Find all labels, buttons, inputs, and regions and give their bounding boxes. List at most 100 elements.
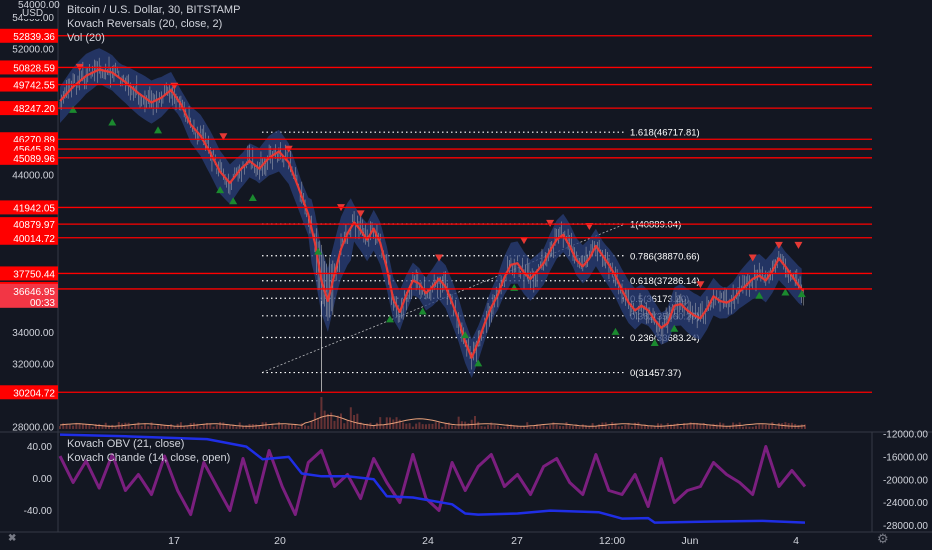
volume-bar [290, 424, 293, 429]
volume-bar [379, 417, 382, 429]
level-price-label: 46270.89 [13, 135, 55, 146]
top-price-label: 54000.00 [18, 0, 60, 11]
volume-bar [326, 413, 329, 429]
volume-bar [771, 422, 774, 429]
volume-bar [333, 420, 336, 429]
volume-bar [408, 423, 411, 429]
volume-bar [59, 426, 61, 429]
price-tick-label: 28000.00 [12, 423, 54, 434]
volume-bar [526, 422, 529, 429]
indicator-chande-label[interactable]: Kovach Chande (14, close, open) [67, 452, 231, 464]
volume-bar [215, 424, 218, 429]
buy-signal-arrow [216, 186, 225, 194]
volume-bar [500, 426, 503, 429]
volume-bar [359, 422, 362, 429]
reversal-signals [69, 63, 806, 367]
volume-bar [310, 421, 313, 429]
buy-signal-arrow [69, 105, 78, 113]
time-tick-label: 20 [274, 535, 286, 547]
lower-panel-legend: Kovach OBV (21, close) Kovach Chande (14… [67, 437, 230, 465]
volume-bar [751, 426, 754, 429]
indicator-volume-label[interactable]: Vol (20) [67, 32, 105, 44]
buy-signal-arrow [797, 290, 806, 298]
level-price-label: 30204.72 [13, 388, 55, 399]
volume-bar [124, 422, 127, 429]
tradingview-logo[interactable]: ✖ [8, 533, 17, 544]
obv-tick-label: -16000.00 [883, 452, 928, 463]
current-price-tag [0, 283, 58, 308]
volume-bar [643, 424, 646, 429]
indicator-obv-label[interactable]: Kovach OBV (21, close) [67, 438, 185, 450]
volume-bar [228, 425, 231, 429]
volume-bar [294, 424, 297, 429]
volume-bar [768, 424, 771, 429]
volume-bar [572, 426, 575, 429]
volume-bar [451, 425, 454, 429]
sell-signal-arrow [546, 219, 555, 227]
volume-bar [532, 425, 535, 429]
volume-bar [421, 424, 424, 429]
volume-bar [650, 425, 653, 429]
level-price-tag [0, 230, 58, 245]
volume-bar [94, 424, 97, 429]
volume-bar [516, 425, 519, 429]
gear-icon[interactable]: ⚙ [877, 531, 889, 546]
obv-tick-label: -24000.00 [883, 498, 928, 509]
volume-bar [444, 422, 447, 429]
volume-bar [503, 426, 506, 429]
buy-signal-arrow [108, 118, 117, 126]
buy-signal-arrow [755, 291, 764, 299]
volume-bar [405, 423, 408, 429]
volume-bar [588, 426, 591, 429]
indicator-reversals-label[interactable]: Kovach Reversals (20, close, 2) [67, 18, 223, 30]
volume-bar [800, 424, 803, 429]
volume-bar [578, 426, 581, 429]
volume-bar [225, 424, 228, 429]
volume-bar [519, 426, 522, 429]
volume-bar [617, 426, 620, 429]
level-price-tag [0, 28, 58, 43]
buy-signal-arrow [386, 315, 395, 323]
volume-bar [581, 424, 584, 429]
volume-bar [513, 425, 516, 429]
level-price-label: 41942.05 [13, 203, 55, 214]
volume-bar [764, 424, 767, 429]
current-price-label: 36646.95 [13, 287, 55, 298]
volume-bar [304, 425, 307, 429]
sell-signal-arrow [356, 210, 365, 218]
volume-average-line [59, 415, 806, 427]
volume-bar [108, 425, 111, 429]
volume-bar [202, 424, 205, 429]
volume-bar [284, 425, 287, 429]
sell-signal-arrow [435, 254, 444, 262]
volume-bar [264, 422, 267, 429]
volume-bar [758, 424, 761, 429]
volume-bar [490, 422, 493, 429]
level-price-label: 40879.97 [13, 220, 55, 231]
volume-bar [196, 423, 199, 429]
price-moving-average-line [59, 68, 805, 359]
volume-bar [121, 423, 124, 429]
volume-bar [255, 424, 258, 429]
volume-bar [232, 424, 235, 429]
level-price-tag [0, 217, 58, 232]
volume-bar [192, 422, 195, 429]
obv-tick-label: -20000.00 [883, 475, 928, 486]
sell-signal-arrow [794, 241, 803, 249]
buy-signal-arrow [229, 197, 238, 205]
volume-bar [434, 422, 437, 429]
volume-bar [454, 426, 457, 429]
volume-bar [447, 422, 450, 429]
volume-bar [330, 412, 333, 429]
volume-bar [676, 423, 679, 429]
buy-signal-arrow [781, 288, 790, 296]
volume-bar [774, 426, 777, 429]
volume-bar [457, 416, 460, 429]
sell-signal-arrow [774, 241, 783, 249]
volume-bar [735, 423, 738, 429]
volume-bar [356, 413, 359, 429]
price-band-area [60, 48, 802, 379]
buy-signal-arrow [670, 324, 679, 332]
volume-bar [428, 423, 431, 429]
